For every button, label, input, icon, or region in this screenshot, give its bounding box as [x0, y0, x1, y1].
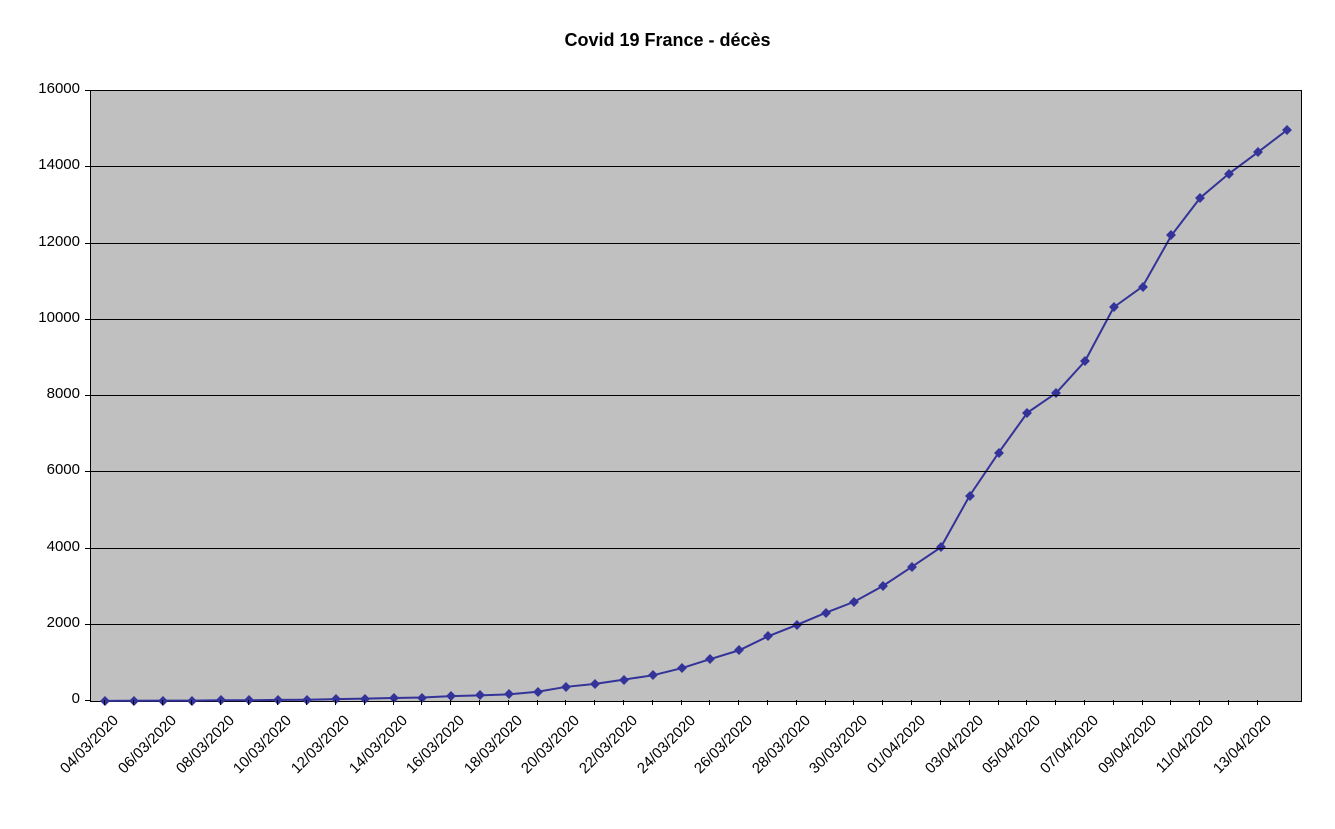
xtick-mark	[565, 700, 566, 705]
xtick-mark	[796, 700, 797, 705]
ytick-mark	[85, 243, 90, 244]
xtick-mark	[1026, 700, 1027, 705]
series-line	[105, 130, 1286, 700]
plot-area	[90, 90, 1302, 702]
xtick-mark	[421, 700, 422, 705]
ytick-label: 14000	[20, 156, 80, 173]
xtick-mark	[853, 700, 854, 705]
gridline	[90, 243, 1300, 244]
chart-title: Covid 19 France - décès	[0, 30, 1335, 51]
xtick-mark	[277, 700, 278, 705]
ytick-mark	[85, 624, 90, 625]
chart-container: { "chart": { "type": "line", "title": "C…	[0, 0, 1335, 829]
data-line	[91, 91, 1301, 701]
xtick-mark	[364, 700, 365, 705]
xtick-mark	[652, 700, 653, 705]
gridline	[90, 471, 1300, 472]
xtick-mark	[882, 700, 883, 705]
xtick-mark	[162, 700, 163, 705]
xtick-mark	[508, 700, 509, 705]
ytick-mark	[85, 471, 90, 472]
ytick-label: 4000	[20, 538, 80, 555]
xtick-mark	[1170, 700, 1171, 705]
xtick-mark	[393, 700, 394, 705]
gridline	[90, 166, 1300, 167]
ytick-label: 6000	[20, 461, 80, 478]
ytick-mark	[85, 319, 90, 320]
xtick-mark	[306, 700, 307, 705]
xtick-mark	[191, 700, 192, 705]
xtick-mark	[1113, 700, 1114, 705]
xtick-mark	[479, 700, 480, 705]
xtick-mark	[911, 700, 912, 705]
xtick-mark	[998, 700, 999, 705]
ytick-mark	[85, 700, 90, 701]
xtick-mark	[104, 700, 105, 705]
ytick-mark	[85, 395, 90, 396]
ytick-mark	[85, 166, 90, 167]
xtick-mark	[594, 700, 595, 705]
ytick-mark	[85, 548, 90, 549]
ytick-label: 8000	[20, 385, 80, 402]
xtick-mark	[623, 700, 624, 705]
xtick-mark	[1257, 700, 1258, 705]
xtick-mark	[969, 700, 970, 705]
xtick-mark	[537, 700, 538, 705]
ytick-mark	[85, 90, 90, 91]
gridline	[90, 624, 1300, 625]
ytick-label: 16000	[20, 80, 80, 97]
xtick-mark	[1142, 700, 1143, 705]
gridline	[90, 548, 1300, 549]
xtick-mark	[1055, 700, 1056, 705]
xtick-mark	[450, 700, 451, 705]
xtick-mark	[1199, 700, 1200, 705]
xtick-mark	[1228, 700, 1229, 705]
xtick-mark	[1084, 700, 1085, 705]
ytick-label: 2000	[20, 614, 80, 631]
xtick-mark	[248, 700, 249, 705]
ytick-label: 0	[20, 690, 80, 707]
xtick-mark	[709, 700, 710, 705]
xtick-mark	[335, 700, 336, 705]
ytick-label: 12000	[20, 233, 80, 250]
gridline	[90, 319, 1300, 320]
xtick-mark	[940, 700, 941, 705]
xtick-mark	[681, 700, 682, 705]
xtick-mark	[767, 700, 768, 705]
ytick-label: 10000	[20, 309, 80, 326]
xtick-mark	[738, 700, 739, 705]
gridline	[90, 395, 1300, 396]
xtick-mark	[825, 700, 826, 705]
xtick-mark	[133, 700, 134, 705]
xtick-mark	[220, 700, 221, 705]
